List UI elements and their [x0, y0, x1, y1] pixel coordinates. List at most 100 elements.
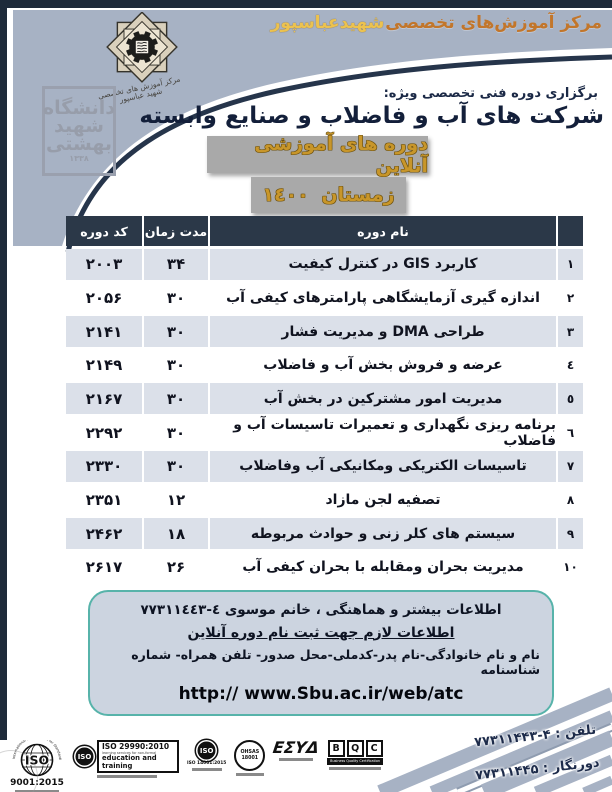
course-code: ۲۱۴۱ [66, 316, 142, 348]
course-name: مدیریت امور مشترکین در بخش آب [210, 383, 556, 415]
header-course-name: نام دوره [210, 216, 556, 246]
course-code: ۲۱۴۹ [66, 349, 142, 381]
iso-29990-tiny: learning services for non-formal [102, 751, 157, 756]
corner-stripes [377, 687, 612, 792]
center-name: مرکز آموزش‌های تخصصی [385, 13, 602, 33]
corner-stamp [0, 750, 38, 792]
table-row: ۲ اندازه گیری آزمایشگاهی پارامترهای کیفی … [66, 282, 583, 314]
iso-roundel-icon: ISO [74, 746, 95, 768]
row-number: ۲ [558, 282, 583, 314]
seal-line: دانشگاه [42, 96, 116, 119]
fine-print [329, 766, 382, 770]
table-row: ١٠ مدیریت بحران ومقابله با بحران کیفی آب ۲… [66, 551, 583, 583]
fine-print [96, 775, 157, 779]
fine-print [191, 768, 222, 772]
kicker-text: برگزاری دوره فنی تخصصی ویژه: [383, 86, 598, 101]
course-duration: ۳۰ [144, 450, 208, 482]
course-duration: ۳۰ [144, 349, 208, 381]
ohsas-top: OHSAS [240, 750, 260, 756]
banner-title: مرکز آموزش‌های تخصصی شهیدعباسپور [271, 13, 602, 33]
badge-online-label: دوره های آموزشی آنلاین [254, 132, 428, 177]
seal-year: ۱۳۳۸ [69, 154, 89, 164]
header-duration: مدت زمان [144, 216, 208, 246]
course-duration: ۳۰ [144, 316, 208, 348]
table-header-row: نام دوره مدت زمان کد دوره [66, 216, 583, 246]
iso-29990-title: ISO 29990:2010 [102, 742, 170, 751]
course-name: برنامه ریزی نگهداری و تعمیرات تاسیسات آب… [210, 417, 556, 449]
iso-14001-logo: ISO ISO 14001:2015 [187, 740, 226, 772]
website-url[interactable]: http:// www.Sbu.ac.ir/web/atc [178, 684, 464, 705]
course-duration: ۳۰ [144, 282, 208, 314]
esyd-logo: ΕΣΥΔ [272, 738, 321, 761]
course-table: نام دوره مدت زمان کد دوره ۱ کاربرد GIS در… [66, 216, 583, 583]
table-row: ۱ کاربرد GIS در کنترل کیفیت ۳۴ ۲۰۰۳ [66, 248, 583, 280]
registration-info-box: اطلاعات بیشتر و هماهنگی ، خانم موسوی ٤-٧… [88, 590, 554, 716]
university-seal-watermark: دانشگاه شهید بهشتی ۱۳۳۸ [42, 86, 116, 176]
ohsas-circle-icon: OHSAS 18001 [234, 740, 266, 771]
table-row: ٩ سیستم های کلر زنی و حوادث مربوطه ۱۸ ۲۴۶۲ [66, 518, 583, 550]
course-name: تصفیه لجن مازاد [210, 484, 556, 516]
course-duration: ۳۴ [144, 248, 208, 280]
bqc-logo: B Q C Business Quality Certification [327, 740, 384, 770]
table-row: ٤ عرضه و فروش بخش آب و فاضلاب ۳۰ ۲۱۴۹ [66, 349, 583, 381]
iso-29990-box: ISO 29990:2010 learning services for non… [97, 740, 179, 774]
fine-print [235, 773, 264, 776]
bqc-caption: Business Quality Certification [327, 758, 384, 765]
table-row: ۳ طراحی DMA و مدیریت فشار ۳۰ ۲۱۴۱ [66, 316, 583, 348]
page-title: شرکت های آب و فاضلاب و صنایع وابسته [139, 103, 604, 129]
course-code: ۲۰۵۶ [66, 282, 142, 314]
course-name: عرضه و فروش بخش آب و فاضلاب [210, 349, 556, 381]
course-duration: ۳۰ [144, 383, 208, 415]
center-name-highlight: شهیدعباسپور [270, 13, 385, 33]
ohsas-num: 18001 [241, 755, 259, 761]
seal-line: شهید [54, 114, 105, 137]
ohsas-logo: OHSAS 18001 [234, 740, 266, 776]
row-number: ۱ [558, 248, 583, 280]
fine-print [15, 790, 59, 792]
course-name: طراحی DMA و مدیریت فشار [210, 316, 556, 348]
course-duration: ۲۶ [144, 551, 208, 583]
badge-online-courses: دوره های آموزشی آنلاین [207, 133, 428, 177]
table-row: ٥ مدیریت امور مشترکین در بخش آب ۳۰ ۲۱۶۷ [66, 383, 583, 415]
bqc-letter: C [365, 740, 383, 757]
bqc-letter: B [327, 740, 345, 757]
top-border [0, 0, 612, 8]
course-name: تاسیسات الکتریکی ومکانیکی آب وفاضلاب [210, 450, 556, 482]
table-row: ٧ تاسیسات الکتریکی ومکانیکی آب وفاضلاب ۳۰ ۲… [66, 450, 583, 482]
course-code: ۲۴۶۲ [66, 518, 142, 550]
table-row: ٨ تصفیه لجن مازاد ۱۲ ۲۳۵۱ [66, 484, 583, 516]
row-number: ٨ [558, 484, 583, 516]
registration-heading: اطلاعات لازم جهت ثبت نام دوره آنلاین [187, 624, 455, 641]
course-duration: ۱۲ [144, 484, 208, 516]
iso-roundel-icon: ISO [196, 740, 218, 761]
contact-line: اطلاعات بیشتر و هماهنگی ، خانم موسوی ٤-٧… [140, 601, 502, 618]
seal-line: بهشتی [46, 133, 113, 156]
row-number: ٤ [558, 349, 583, 381]
course-code: ۲۳۳۰ [66, 450, 142, 482]
row-number: ١٠ [558, 551, 583, 583]
row-number: ٥ [558, 383, 583, 415]
course-code: ۲۲۹۲ [66, 417, 142, 449]
course-name: مدیریت بحران ومقابله با بحران کیفی آب [210, 551, 556, 583]
course-code: ۲۳۵۱ [66, 484, 142, 516]
course-code: ۲۰۰۳ [66, 248, 142, 280]
course-name: کاربرد GIS در کنترل کیفیت [210, 248, 556, 280]
left-border [0, 0, 7, 740]
row-number: ۳ [558, 316, 583, 348]
course-table-body: ۱ کاربرد GIS در کنترل کیفیت ۳۴ ۲۰۰۳ ۲ اندازه … [66, 248, 583, 583]
required-info-line: نام و نام خانوادگی-نام پدر-کدملی-محل صدو… [131, 647, 540, 678]
fine-print [279, 758, 314, 761]
certification-logos: International Organization for Standardi… [8, 738, 384, 792]
course-duration: ۱۸ [144, 518, 208, 550]
course-duration: ۳۰ [144, 417, 208, 449]
gear-icon [126, 31, 158, 64]
course-name: اندازه گیری آزمایشگاهی پارامترهای کیفی آ… [210, 282, 556, 314]
header-code: کد دوره [66, 216, 142, 246]
esyd-mark: ΕΣΥΔ [272, 738, 321, 757]
table-row: ٦ برنامه ریزی نگهداری و تعمیرات تاسیسات آ… [66, 417, 583, 449]
course-name: سیستم های کلر زنی و حوادث مربوطه [210, 518, 556, 550]
row-number: ٧ [558, 450, 583, 482]
row-number: ٦ [558, 417, 583, 449]
course-code: ۲۱۶۷ [66, 383, 142, 415]
